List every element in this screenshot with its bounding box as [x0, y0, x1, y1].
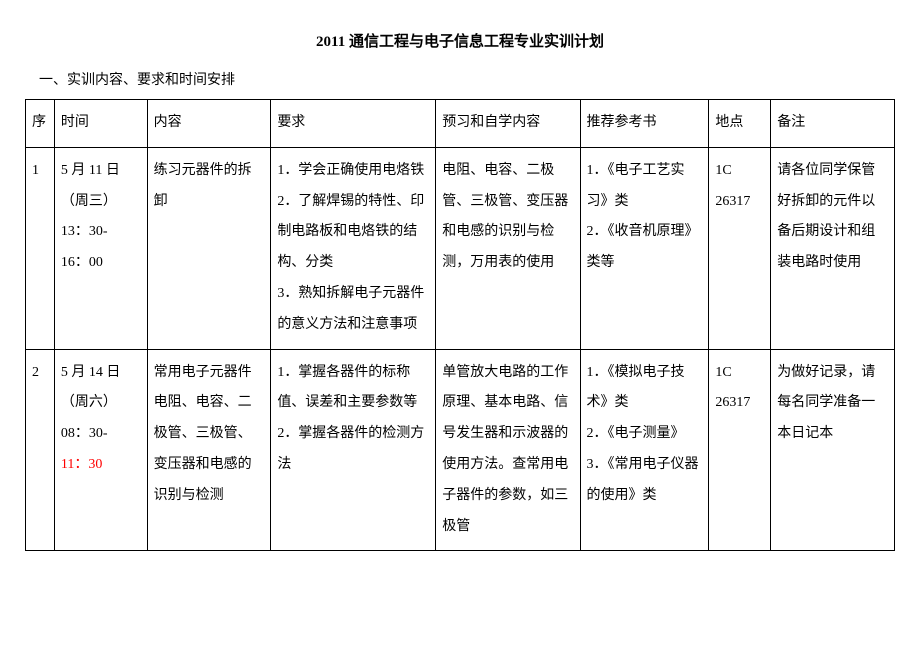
req-line: 2．了解焊锡的特性、印制电路板和电烙铁的结构、分类 [277, 187, 429, 279]
time-line-red: 11：30 [61, 450, 141, 481]
time-line: （周六） [61, 388, 141, 419]
req-line: 3．熟知拆解电子元器件的意义方法和注意事项 [277, 279, 429, 341]
cell-loc: 1C 26317 [709, 349, 771, 551]
cell-self: 电阻、电容、二极管、三极管、变压器和电感的识别与检测，万用表的使用 [436, 147, 580, 349]
req-line: 2．掌握各器件的检测方法 [277, 419, 429, 481]
cell-note: 请各位同学保管好拆卸的元件以备后期设计和组装电路时使用 [771, 147, 895, 349]
table-row: 2 5 月 14 日 （周六） 08：30- 11：30 常用电子元器件电阻、电… [26, 349, 895, 551]
cell-loc: 1C 26317 [709, 147, 771, 349]
cell-req: 1．学会正确使用电烙铁 2．了解焊锡的特性、印制电路板和电烙铁的结构、分类 3．… [271, 147, 436, 349]
loc-line: 26317 [715, 187, 764, 218]
cell-ref: 1．《电子工艺实习》类 2．《收音机原理》类等 [580, 147, 709, 349]
col-header-note: 备注 [771, 100, 895, 148]
col-header-loc: 地点 [709, 100, 771, 148]
ref-line: 1．《电子工艺实习》类 [587, 156, 703, 218]
ref-line: 2．《电子测量》 [587, 419, 703, 450]
col-header-ref: 推荐参考书 [580, 100, 709, 148]
time-line: 5 月 11 日 [61, 156, 141, 187]
ref-line: 3．《常用电子仪器的使用》类 [587, 450, 703, 512]
time-line: 5 月 14 日 [61, 358, 141, 389]
ref-line: 1．《模拟电子技术》类 [587, 358, 703, 420]
cell-seq: 1 [26, 147, 55, 349]
table-header-row: 序 时间 内容 要求 预习和自学内容 推荐参考书 地点 备注 [26, 100, 895, 148]
col-header-self: 预习和自学内容 [436, 100, 580, 148]
time-line: （周三） [61, 187, 141, 218]
loc-line: 26317 [715, 388, 764, 419]
col-header-content: 内容 [147, 100, 271, 148]
col-header-seq: 序 [26, 100, 55, 148]
time-line: 08：30- [61, 419, 141, 450]
cell-time: 5 月 11 日 （周三） 13：30- 16：00 [54, 147, 147, 349]
page-title: 2011 通信工程与电子信息工程专业实训计划 [25, 30, 895, 51]
time-line: 13：30- [61, 217, 141, 248]
cell-time: 5 月 14 日 （周六） 08：30- 11：30 [54, 349, 147, 551]
loc-line: 1C [715, 358, 764, 389]
time-line: 16：00 [61, 248, 141, 279]
table-row: 1 5 月 11 日 （周三） 13：30- 16：00 练习元器件的拆卸 1．… [26, 147, 895, 349]
cell-req: 1．掌握各器件的标称值、误差和主要参数等 2．掌握各器件的检测方法 [271, 349, 436, 551]
loc-line: 1C [715, 156, 764, 187]
col-header-time: 时间 [54, 100, 147, 148]
section-header: 一、实训内容、要求和时间安排 [25, 69, 895, 89]
ref-line: 2．《收音机原理》类等 [587, 217, 703, 279]
cell-note: 为做好记录，请每名同学准备一本日记本 [771, 349, 895, 551]
cell-content: 常用电子元器件电阻、电容、二极管、三极管、变压器和电感的识别与检测 [147, 349, 271, 551]
req-line: 1．掌握各器件的标称值、误差和主要参数等 [277, 358, 429, 420]
col-header-req: 要求 [271, 100, 436, 148]
cell-ref: 1．《模拟电子技术》类 2．《电子测量》 3．《常用电子仪器的使用》类 [580, 349, 709, 551]
plan-table: 序 时间 内容 要求 预习和自学内容 推荐参考书 地点 备注 1 5 月 11 … [25, 99, 895, 551]
cell-content: 练习元器件的拆卸 [147, 147, 271, 349]
cell-seq: 2 [26, 349, 55, 551]
req-line: 1．学会正确使用电烙铁 [277, 156, 429, 187]
cell-self: 单管放大电路的工作原理、基本电路、信号发生器和示波器的使用方法。查常用电子器件的… [436, 349, 580, 551]
